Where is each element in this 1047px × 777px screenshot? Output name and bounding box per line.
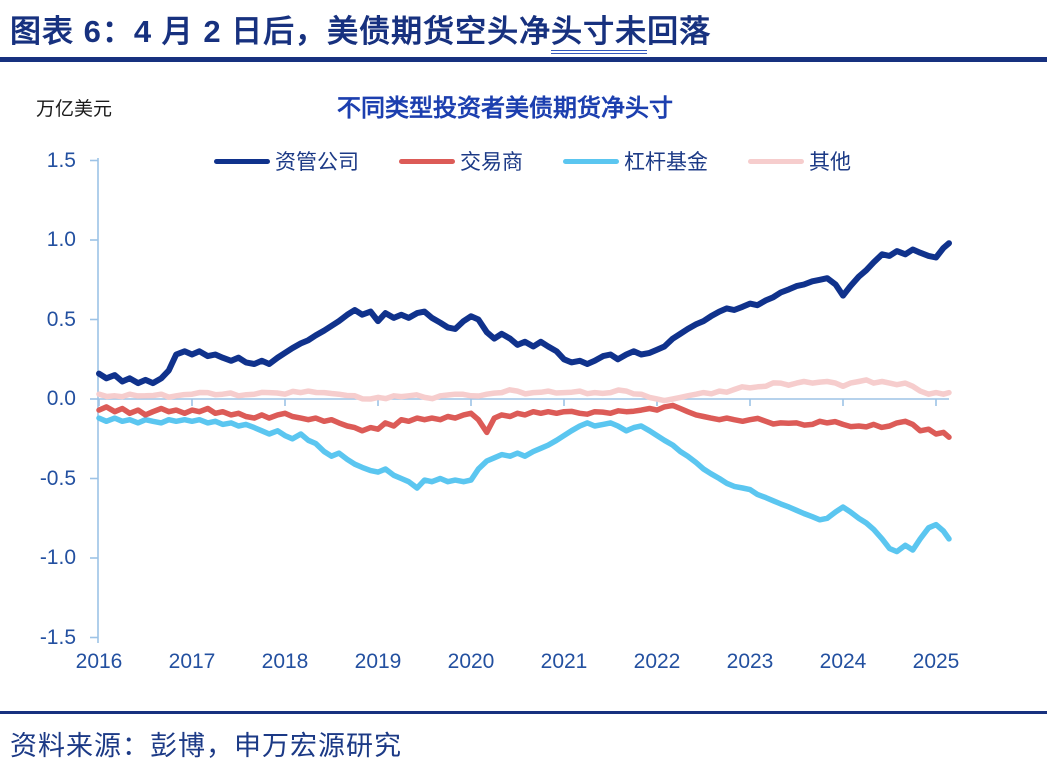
legend-item-3: 其他 (748, 146, 851, 176)
legend-swatch-icon (399, 158, 455, 164)
legend: 资管公司 交易商 杠杆基金 其他 (214, 146, 851, 176)
legend-item-0: 资管公司 (214, 146, 359, 176)
header-rule (0, 57, 1047, 62)
legend-swatch-icon (748, 158, 804, 164)
figure-title-underlined-part: 头寸未 (551, 14, 648, 54)
source-note: 资料来源：彭博，申万宏源研究 (10, 731, 402, 761)
series-line-0 (96, 240, 952, 387)
legend-label: 交易商 (460, 151, 523, 174)
legend-item-2: 杠杆基金 (563, 146, 708, 176)
figure-title: 图表 6：4 月 2 日后，美债期货空头净头寸未回落 (10, 6, 712, 54)
chart-title: 不同类型投资者美债期货净头寸 (337, 95, 673, 122)
legend-label: 其他 (809, 151, 851, 174)
source-rule (0, 711, 1047, 714)
series-line-1 (96, 402, 952, 440)
legend-swatch-icon (563, 158, 619, 164)
legend-item-1: 交易商 (399, 146, 523, 176)
legend-label: 资管公司 (275, 151, 359, 174)
figure-title-suffix: 回落 (647, 14, 712, 49)
legend-swatch-icon (214, 158, 270, 164)
y-axis-unit-label: 万亿美元 (36, 99, 113, 120)
series-line-3 (96, 377, 952, 404)
figure-title-prefix: 图表 6：4 月 2 日后，美债期货空头净 (10, 14, 552, 49)
series-line-2 (96, 415, 952, 555)
legend-label: 杠杆基金 (624, 151, 708, 174)
